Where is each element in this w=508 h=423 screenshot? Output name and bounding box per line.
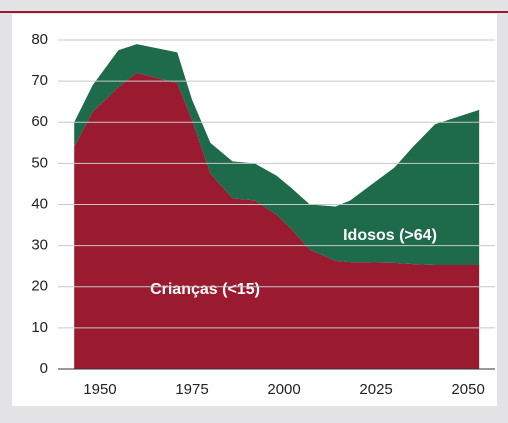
series-label: Idosos (>64) — [343, 227, 437, 244]
y-tick-label: 10 — [31, 319, 48, 336]
grid — [58, 39, 495, 370]
x-tick-label: 2000 — [267, 381, 300, 398]
labels: 0 10 20 30 40 50 60 70 80 1950 1975 2000 2025 2050 Cri… — [31, 31, 484, 398]
y-tick-label: 20 — [31, 278, 48, 295]
area — [74, 44, 480, 265]
y-tick-label: 40 — [31, 195, 48, 212]
y-tick-label: 60 — [31, 113, 48, 130]
y-tick-label: 70 — [31, 72, 48, 89]
x-tick-label: 2050 — [451, 381, 484, 398]
area — [74, 72, 480, 370]
y-tick-label: 0 — [40, 360, 48, 377]
x-tick-label: 2025 — [359, 381, 392, 398]
y-tick-label: 30 — [31, 237, 48, 254]
x-tick-label: 1950 — [83, 381, 116, 398]
areas — [74, 44, 480, 370]
y-tick-label: 80 — [31, 31, 48, 48]
y-tick-label: 50 — [31, 154, 48, 171]
series-label: Crianças (<15) — [150, 281, 260, 298]
x-tick-label: 1975 — [175, 381, 208, 398]
